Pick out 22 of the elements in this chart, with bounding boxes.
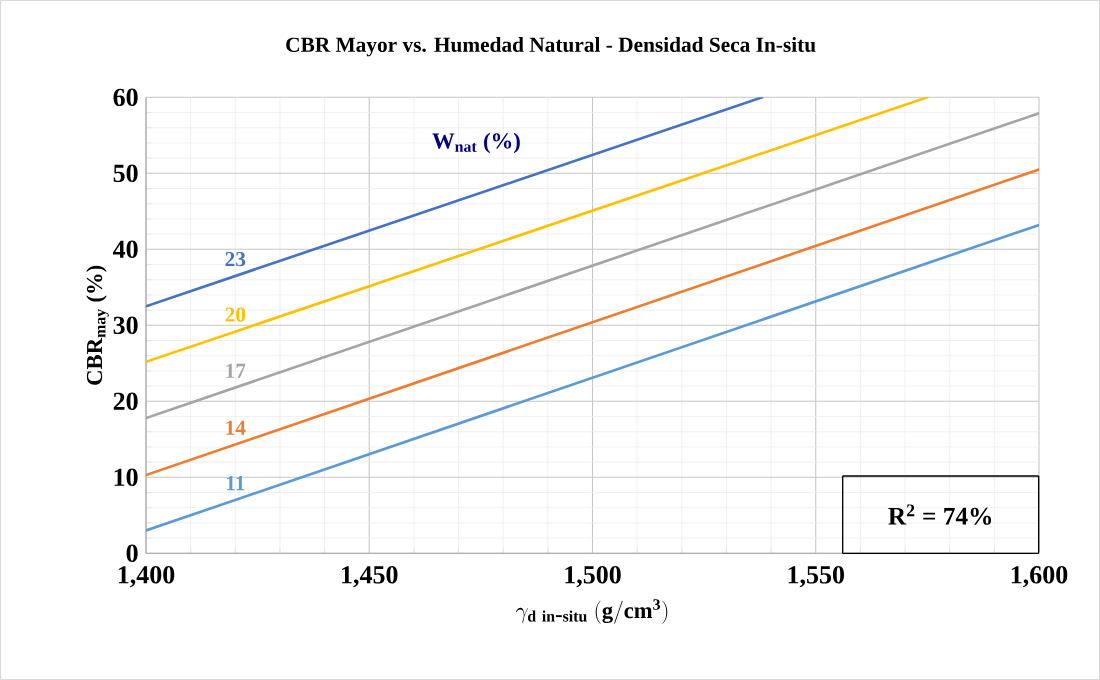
annotation: R$^{2}$ = 74% <box>888 504 992 525</box>
y-tick-label: 20 <box>113 392 138 411</box>
y-axis-title: CBR$_{may}$ (%) <box>86 265 109 385</box>
series-label: 14 <box>226 420 246 435</box>
y-tick-label: 0 <box>126 544 138 563</box>
x-axis-title: $\gamma_{\mathbf{d\ in\mbox{-}situ}}\ \mathbf{(g/cm^{3})}$ <box>516 599 668 624</box>
chart-title: CBR Mayor vs. Humedad Natural - Densidad Seca In-situ <box>286 36 816 57</box>
x-tick-label: 1,500 <box>565 566 621 588</box>
x-tick-label: 1,450 <box>342 566 398 588</box>
y-tick-label: 30 <box>113 316 138 335</box>
x-tick-label: 1,600 <box>1011 566 1068 588</box>
series-label: 17 <box>226 363 246 378</box>
x-tick-label: 1,400 <box>118 566 175 588</box>
series-label: 23 <box>225 251 246 267</box>
series-label: 11 <box>226 476 245 491</box>
series-label: 20 <box>225 307 246 322</box>
legend-title: W$_{nat}$ (%) <box>432 132 520 154</box>
y-tick-label: 50 <box>113 164 138 183</box>
y-tick-label: 60 <box>113 88 138 107</box>
y-tick-label: 10 <box>114 468 138 487</box>
x-tick-label: 1,550 <box>788 566 844 588</box>
y-tick-label: 40 <box>112 240 138 259</box>
